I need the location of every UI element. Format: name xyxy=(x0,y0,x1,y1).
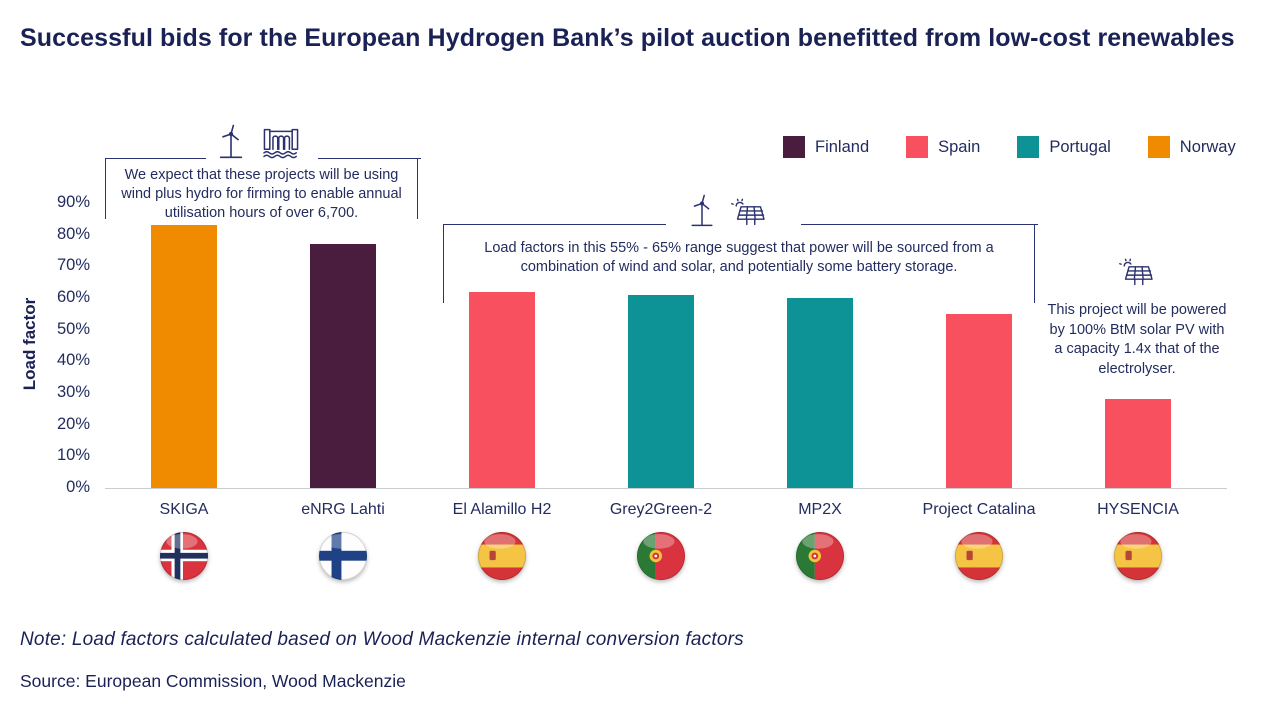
y-tick-label: 60% xyxy=(56,288,90,306)
flag-icon-portugal xyxy=(795,531,845,581)
legend-label: Finland xyxy=(815,137,870,156)
bar-skiga xyxy=(151,225,217,488)
note-text: Note: Load factors calculated based on W… xyxy=(20,629,744,650)
x-axis-label: SKIGA xyxy=(159,501,209,518)
solar-panel-icon xyxy=(1119,258,1153,286)
callout-text: We expect that these projects will be us… xyxy=(121,167,402,222)
x-axis-label: El Alamillo H2 xyxy=(452,501,552,518)
bar-el-alamillo-h2 xyxy=(469,291,535,488)
bar-project-catalina xyxy=(946,313,1012,488)
x-axis-label: Grey2Green-2 xyxy=(609,501,713,518)
y-tick-label: 70% xyxy=(56,256,90,275)
bar-enrg-lahti xyxy=(310,244,376,488)
x-axis-label: MP2X xyxy=(798,501,842,518)
y-tick-label: 80% xyxy=(56,224,90,243)
flag-icon-spain xyxy=(1113,531,1163,581)
legend-label: Norway xyxy=(1179,137,1236,156)
hydro-dam-icon xyxy=(263,128,299,159)
x-axis-label: Project Catalina xyxy=(922,501,1036,518)
callout-border-segment xyxy=(318,157,421,159)
annotation-text: This project will be powered by 100% BtM… xyxy=(1047,302,1227,377)
legend-swatch xyxy=(783,136,805,158)
legend-label: Spain xyxy=(938,137,981,156)
legend-item-norway: Norway xyxy=(1147,136,1236,158)
bar-grey2green-2 xyxy=(628,294,694,488)
y-tick-label: 30% xyxy=(56,383,90,401)
legend-item-spain: Spain xyxy=(906,136,980,158)
legend-item-finland: Finland xyxy=(783,136,869,158)
callout-wind-solar: Load factors in this 55% - 65% range sug… xyxy=(442,194,1038,303)
legend-swatch xyxy=(1147,136,1170,158)
legend-item-portugal: Portugal xyxy=(1017,136,1111,158)
y-tick-label: 90% xyxy=(56,193,90,211)
wind-turbine-icon xyxy=(691,194,713,227)
source-text: Source: European Commission, Wood Macken… xyxy=(20,671,406,691)
legend-label: Portugal xyxy=(1049,137,1111,156)
bar-mp2x xyxy=(787,298,853,488)
flag-icon-norway xyxy=(159,531,209,581)
solar-panel-icon xyxy=(731,198,765,226)
flag-icon-portugal xyxy=(636,531,686,581)
callout-icons xyxy=(686,194,768,228)
x-axis-line xyxy=(105,488,1227,489)
callout-border-segment xyxy=(104,157,206,159)
x-axis-label: eNRG Lahti xyxy=(301,501,385,518)
legend-swatch xyxy=(906,136,929,158)
y-tick-label: 0% xyxy=(66,478,90,496)
y-tick-label: 50% xyxy=(56,319,90,338)
flag-icon-spain xyxy=(477,531,527,581)
legend-swatch xyxy=(1017,136,1040,158)
page-title: Successful bids for the European Hydroge… xyxy=(20,24,1235,52)
y-tick-label: 40% xyxy=(56,351,90,370)
y-tick-label: 20% xyxy=(56,414,90,433)
wind-turbine-icon xyxy=(219,124,243,159)
callout-border-segment xyxy=(801,223,1038,225)
callout-wind-hydro: We expect that these projects will be us… xyxy=(104,124,421,221)
y-tick-label: 10% xyxy=(56,446,90,465)
x-axis-label: HYSENCIA xyxy=(1097,501,1179,518)
callout-icons xyxy=(214,124,302,160)
callout-text: Load factors in this 55% - 65% range sug… xyxy=(484,240,994,276)
flag-icon-spain xyxy=(954,531,1004,581)
annotation-solar-btm: This project will be powered by 100% BtM… xyxy=(1044,258,1230,379)
chart-legend: Finland Spain Portugal Norway xyxy=(783,136,1236,158)
bar-hysencia xyxy=(1105,399,1171,488)
callout-border-segment xyxy=(442,223,666,225)
flag-icon-finland xyxy=(318,531,368,581)
